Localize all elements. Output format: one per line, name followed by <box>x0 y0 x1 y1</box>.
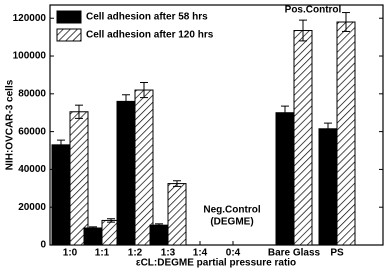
y-tick-label: 20000 <box>18 202 46 213</box>
bar <box>149 224 169 246</box>
legend-swatch <box>56 28 82 42</box>
y-tick-label: 120000 <box>13 13 47 24</box>
legend-label: Cell adhesion after 120 hrs <box>86 30 214 41</box>
bar <box>275 112 295 246</box>
y-tick-label: 60000 <box>18 126 46 137</box>
legend-swatch <box>56 10 82 24</box>
bar <box>51 144 71 246</box>
y-axis-label: NIH:OVCAR-3 cells <box>5 79 16 170</box>
x-axis-label: εCL:DEGME partial pressure ratio <box>136 258 296 269</box>
bar <box>69 111 89 246</box>
x-tick-label: 1:1 <box>95 248 110 259</box>
annotation: Pos.Control <box>285 5 342 16</box>
x-tick-label: Bare Glass <box>268 248 321 259</box>
legend-label: Cell adhesion after 58 hrs <box>86 12 208 23</box>
annotation: Neg.Control <box>203 205 260 216</box>
bar <box>116 100 136 246</box>
bar <box>134 89 154 246</box>
bar <box>293 30 313 246</box>
y-tick-label: 40000 <box>18 164 46 175</box>
bar <box>336 21 356 246</box>
bar <box>167 183 187 246</box>
bar <box>318 128 338 246</box>
bar <box>83 227 103 246</box>
y-tick-label: 80000 <box>18 88 46 99</box>
y-tick-label: 0 <box>40 240 46 251</box>
x-tick-label: PS <box>330 248 344 259</box>
plot-frame <box>49 4 384 246</box>
x-tick-label: 1:4 <box>193 248 208 259</box>
annotation: (DEGME) <box>210 217 253 228</box>
x-tick-label: 1:3 <box>161 248 176 259</box>
x-tick-label: 1:0 <box>63 248 78 259</box>
x-tick-label: 0:4 <box>226 248 241 259</box>
y-tick-label: 100000 <box>13 51 47 62</box>
x-tick-label: 1:2 <box>128 248 143 259</box>
